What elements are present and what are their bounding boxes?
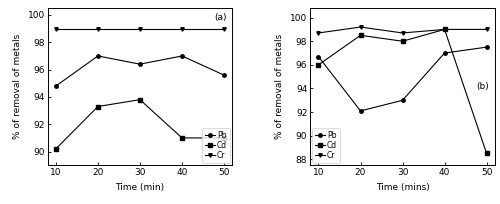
Line: Cd: Cd bbox=[317, 28, 488, 155]
Line: Cr: Cr bbox=[54, 27, 226, 30]
Cd bbox=[221, 137, 227, 139]
Cd bbox=[358, 34, 364, 37]
Cd bbox=[400, 40, 406, 42]
Cr bbox=[221, 27, 227, 30]
Pb bbox=[442, 52, 448, 54]
Y-axis label: % of removal of metals: % of removal of metals bbox=[276, 34, 284, 139]
Cr bbox=[179, 27, 185, 30]
Pb bbox=[179, 55, 185, 57]
Pb bbox=[53, 85, 59, 87]
Line: Pb: Pb bbox=[317, 45, 488, 113]
Pb bbox=[400, 99, 406, 102]
Cr bbox=[358, 26, 364, 28]
Pb bbox=[484, 46, 490, 48]
Pb bbox=[137, 63, 143, 65]
Cr bbox=[53, 27, 59, 30]
Pb bbox=[316, 55, 322, 58]
Pb bbox=[95, 55, 101, 57]
Legend: Pb, Cd, Cr: Pb, Cd, Cr bbox=[202, 128, 230, 163]
Cd bbox=[484, 152, 490, 155]
Pb bbox=[358, 110, 364, 112]
Cd bbox=[53, 148, 59, 150]
Cd bbox=[95, 105, 101, 108]
Cr bbox=[137, 27, 143, 30]
Line: Cr: Cr bbox=[317, 25, 488, 35]
Cd bbox=[442, 28, 448, 31]
Cd bbox=[137, 99, 143, 101]
Legend: Pb, Cd, Cr: Pb, Cd, Cr bbox=[312, 128, 340, 163]
Cd bbox=[179, 137, 185, 139]
Text: (b): (b) bbox=[476, 82, 490, 91]
Cr bbox=[442, 28, 448, 31]
Line: Cd: Cd bbox=[54, 98, 226, 151]
X-axis label: Time (mins): Time (mins) bbox=[376, 183, 430, 192]
Cr bbox=[484, 28, 490, 31]
X-axis label: Time (min): Time (min) bbox=[116, 183, 164, 192]
Pb bbox=[221, 74, 227, 76]
Cd bbox=[316, 64, 322, 66]
Y-axis label: % of removal of metals: % of removal of metals bbox=[13, 34, 22, 139]
Text: (a): (a) bbox=[214, 13, 227, 22]
Cr bbox=[400, 32, 406, 34]
Cr bbox=[316, 32, 322, 34]
Cr bbox=[95, 27, 101, 30]
Line: Pb: Pb bbox=[54, 54, 226, 88]
